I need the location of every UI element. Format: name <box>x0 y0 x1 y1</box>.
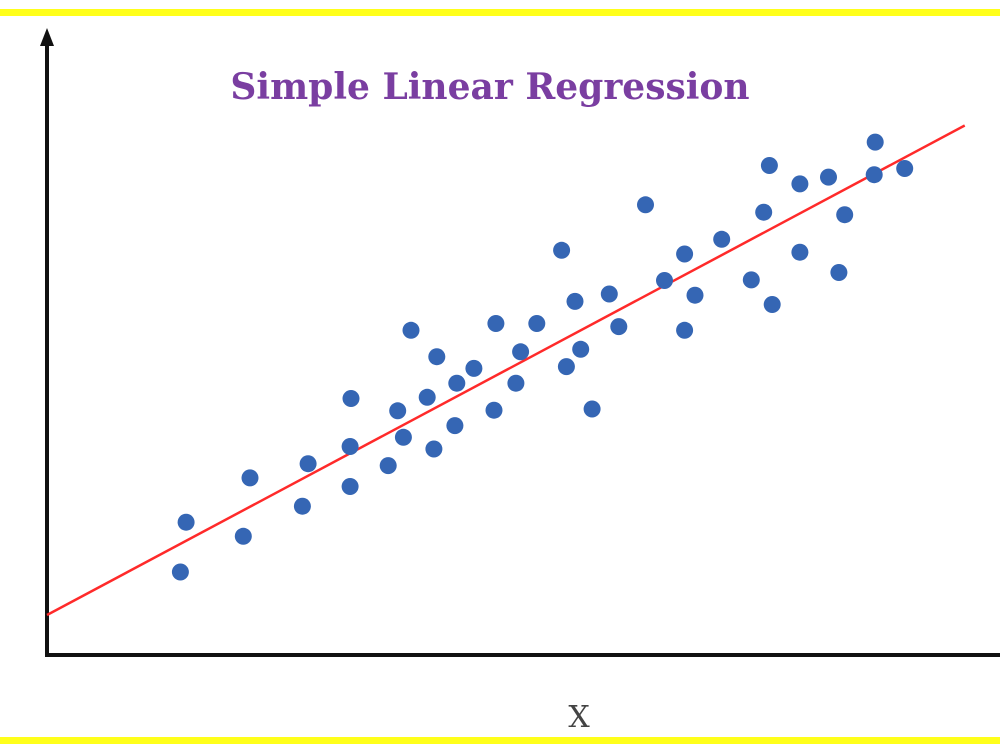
data-point <box>342 390 360 407</box>
data-point <box>394 428 412 446</box>
data-point <box>177 513 195 531</box>
data-point <box>234 527 252 545</box>
data-point <box>557 358 575 376</box>
data-point <box>171 563 189 581</box>
data-point <box>572 340 590 358</box>
data-point <box>446 417 464 435</box>
data-point <box>896 160 914 177</box>
x-axis-label: X <box>568 700 590 735</box>
data-point <box>713 230 731 248</box>
bottom-border <box>0 737 1000 744</box>
data-point <box>656 272 673 289</box>
data-point <box>760 157 778 174</box>
data-point <box>379 457 397 475</box>
data-point <box>830 264 848 281</box>
data-point <box>485 401 503 419</box>
data-point <box>341 438 359 455</box>
data-point <box>507 374 525 392</box>
data-point <box>610 318 628 336</box>
data-point <box>755 203 773 221</box>
data-point <box>553 241 571 259</box>
data-point <box>389 402 407 420</box>
data-point <box>676 245 694 263</box>
data-point <box>418 388 436 406</box>
data-point <box>600 285 618 303</box>
data-point <box>402 321 420 339</box>
data-point <box>293 497 311 515</box>
data-point <box>637 196 654 214</box>
data-point <box>487 315 505 332</box>
data-point <box>791 243 809 261</box>
data-point <box>742 271 760 289</box>
chart-title: Simple Linear Regression <box>230 66 749 108</box>
data-point <box>341 478 359 495</box>
data-point <box>448 374 466 392</box>
data-point <box>791 175 809 193</box>
data-point <box>820 168 837 186</box>
data-point <box>686 286 704 304</box>
data-point <box>299 455 317 473</box>
data-point <box>583 400 601 418</box>
data-point <box>465 359 483 377</box>
data-point <box>512 343 530 361</box>
data-point <box>865 166 883 184</box>
data-point <box>676 321 694 339</box>
top-border <box>0 9 1000 16</box>
regression-line-layer <box>46 124 966 617</box>
data-point <box>425 440 443 458</box>
data-point <box>241 469 259 487</box>
data-point <box>528 315 546 332</box>
y-axis-arrow-icon <box>40 28 54 46</box>
data-point <box>763 296 781 313</box>
data-points-layer <box>171 133 914 581</box>
data-point <box>428 348 446 366</box>
data-point <box>836 206 854 224</box>
data-point <box>866 133 884 151</box>
data-point <box>566 292 584 310</box>
regression-line <box>46 124 966 617</box>
